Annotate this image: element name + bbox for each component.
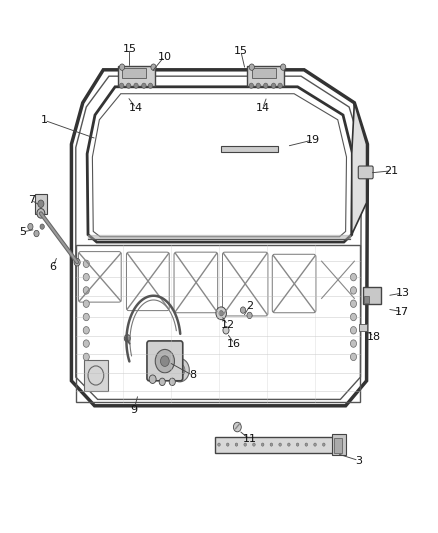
Circle shape [305, 443, 307, 446]
Circle shape [223, 327, 229, 334]
Circle shape [170, 359, 189, 382]
Circle shape [350, 340, 357, 348]
Text: 18: 18 [367, 332, 381, 342]
Circle shape [279, 443, 282, 446]
Circle shape [83, 353, 89, 361]
Text: 16: 16 [227, 338, 241, 349]
Text: 12: 12 [221, 320, 235, 330]
Bar [215, 437, 339, 453]
Circle shape [38, 200, 44, 207]
Circle shape [149, 375, 156, 383]
Circle shape [34, 230, 39, 237]
Circle shape [278, 83, 283, 88]
Text: 21: 21 [385, 166, 399, 176]
Circle shape [240, 307, 246, 313]
Circle shape [28, 223, 33, 230]
Circle shape [142, 83, 146, 88]
Circle shape [350, 313, 357, 321]
Circle shape [83, 327, 89, 334]
Circle shape [40, 224, 44, 229]
Circle shape [272, 83, 276, 88]
Circle shape [281, 64, 286, 70]
Circle shape [155, 350, 174, 373]
Bar [363, 287, 381, 304]
Text: 3: 3 [355, 456, 362, 465]
Bar [122, 68, 146, 78]
Circle shape [160, 356, 169, 367]
Circle shape [83, 273, 89, 281]
Circle shape [83, 287, 89, 294]
Circle shape [174, 364, 185, 376]
Circle shape [124, 335, 131, 342]
Circle shape [350, 300, 357, 308]
Bar [332, 434, 346, 455]
Text: 11: 11 [243, 434, 257, 445]
Bar [334, 438, 342, 453]
Text: 10: 10 [157, 52, 171, 61]
Circle shape [350, 353, 357, 361]
Bar [35, 194, 47, 214]
Circle shape [159, 378, 165, 385]
Circle shape [350, 273, 357, 281]
Circle shape [253, 443, 255, 446]
Circle shape [350, 327, 357, 334]
Circle shape [37, 208, 45, 218]
Text: 14: 14 [256, 103, 270, 113]
Circle shape [74, 259, 80, 266]
Circle shape [235, 443, 238, 446]
Circle shape [350, 287, 357, 294]
Text: 19: 19 [306, 135, 320, 145]
Bar [247, 66, 285, 86]
FancyBboxPatch shape [358, 166, 373, 179]
Text: 2: 2 [246, 301, 253, 311]
Text: 8: 8 [189, 370, 196, 381]
Circle shape [218, 443, 220, 446]
Text: 13: 13 [396, 288, 410, 298]
Circle shape [151, 64, 156, 70]
Circle shape [169, 378, 175, 385]
Circle shape [127, 83, 131, 88]
Circle shape [296, 443, 299, 446]
Polygon shape [352, 103, 367, 235]
Text: 6: 6 [49, 262, 57, 271]
Circle shape [83, 260, 89, 268]
Circle shape [249, 64, 254, 70]
Circle shape [120, 64, 125, 70]
Circle shape [83, 340, 89, 348]
Text: 7: 7 [28, 195, 35, 205]
Circle shape [83, 313, 89, 321]
Bar [118, 66, 155, 86]
Circle shape [148, 83, 152, 88]
Bar [221, 146, 278, 152]
Circle shape [322, 443, 325, 446]
Circle shape [233, 422, 241, 432]
Circle shape [288, 443, 290, 446]
Circle shape [134, 83, 138, 88]
Bar [252, 68, 276, 78]
Text: 5: 5 [19, 227, 26, 237]
Circle shape [270, 443, 273, 446]
Circle shape [244, 443, 247, 446]
Circle shape [264, 83, 268, 88]
Text: 15: 15 [123, 44, 137, 53]
Text: 15: 15 [234, 46, 248, 56]
Circle shape [261, 443, 264, 446]
Circle shape [219, 311, 223, 316]
Circle shape [256, 83, 261, 88]
Circle shape [314, 443, 316, 446]
Circle shape [216, 307, 226, 320]
Bar [84, 360, 108, 391]
Circle shape [120, 83, 124, 88]
Circle shape [83, 300, 89, 308]
Bar [364, 296, 369, 303]
FancyBboxPatch shape [147, 341, 183, 381]
Bar [359, 324, 367, 332]
Text: 9: 9 [130, 405, 138, 415]
Circle shape [226, 443, 229, 446]
Text: 17: 17 [396, 306, 410, 317]
Circle shape [247, 312, 252, 319]
Text: 14: 14 [129, 103, 143, 113]
Circle shape [249, 83, 254, 88]
Text: 1: 1 [41, 115, 48, 125]
